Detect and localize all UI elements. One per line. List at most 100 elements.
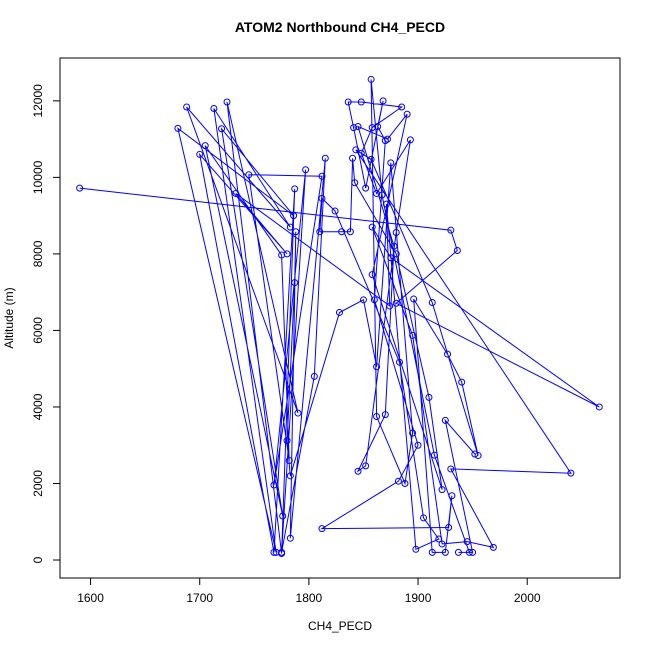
data-point xyxy=(447,465,455,473)
data-point xyxy=(344,98,352,106)
data-point xyxy=(409,429,417,437)
x-tick-label: 2000 xyxy=(514,591,541,605)
x-tick-label: 1700 xyxy=(186,591,213,605)
data-point xyxy=(283,437,291,445)
data-point xyxy=(354,122,362,130)
data-point xyxy=(362,184,370,192)
data-point xyxy=(368,223,376,231)
data-point xyxy=(401,479,409,487)
data-point xyxy=(174,124,182,132)
data-point xyxy=(394,477,402,485)
data-point xyxy=(438,540,446,548)
data-point xyxy=(403,110,411,118)
data-point xyxy=(270,548,278,556)
data-point xyxy=(352,146,360,154)
data-point xyxy=(349,154,357,162)
data-point xyxy=(321,154,329,162)
data-point xyxy=(279,512,287,520)
y-tick-label: 10000 xyxy=(31,160,45,194)
y-tick-label: 8000 xyxy=(31,240,45,267)
data-point xyxy=(368,271,376,279)
y-tick-label: 0 xyxy=(31,556,45,563)
data-point xyxy=(383,135,391,143)
data-point xyxy=(357,149,365,157)
x-tick-label: 1600 xyxy=(77,591,104,605)
x-tick-label: 1900 xyxy=(405,591,432,605)
data-point xyxy=(286,472,294,480)
data-point xyxy=(420,514,428,522)
data-point xyxy=(232,189,240,197)
data-point xyxy=(425,393,433,401)
data-point xyxy=(291,185,299,193)
y-tick-label: 12000 xyxy=(31,84,45,118)
data-point xyxy=(428,299,436,307)
data-point xyxy=(390,242,398,250)
data-point xyxy=(465,548,473,556)
data-point xyxy=(430,451,438,459)
data-point xyxy=(435,535,443,543)
data-point xyxy=(438,486,446,494)
data-point xyxy=(223,98,231,106)
data-point xyxy=(362,462,370,470)
data-point xyxy=(445,523,453,531)
data-point xyxy=(76,184,84,192)
data-line xyxy=(79,79,600,554)
data-point xyxy=(316,228,324,236)
x-axis-label: CH4_PECD xyxy=(308,619,372,633)
data-point xyxy=(370,296,378,304)
data-point xyxy=(406,136,414,144)
data-point xyxy=(350,124,358,132)
data-point xyxy=(294,409,302,417)
data-point xyxy=(357,98,365,106)
data-point xyxy=(447,226,455,234)
y-axis-label: Altitude (m) xyxy=(2,287,16,348)
data-point xyxy=(453,246,461,254)
data-point xyxy=(272,548,280,556)
data-point xyxy=(412,545,420,553)
data-point xyxy=(335,308,343,316)
data-point xyxy=(441,548,449,556)
data-point xyxy=(471,450,479,458)
data-point xyxy=(567,469,575,477)
y-tick-label: 2000 xyxy=(31,470,45,497)
data-point xyxy=(351,179,359,187)
data-point xyxy=(444,350,452,358)
x-tick-label: 1800 xyxy=(296,591,323,605)
data-point xyxy=(474,452,482,460)
data-point xyxy=(448,492,456,500)
data-point xyxy=(387,159,395,167)
data-point xyxy=(373,413,381,421)
data-point xyxy=(368,124,376,132)
data-point xyxy=(379,97,387,105)
chart-title: ATOM2 Northbound CH4_PECD xyxy=(235,19,445,35)
data-point xyxy=(331,207,339,215)
data-point xyxy=(392,299,400,307)
data-point xyxy=(387,254,395,262)
data-point xyxy=(318,194,326,202)
data-point xyxy=(183,103,191,111)
data-point xyxy=(458,378,466,386)
data-point xyxy=(392,250,400,258)
data-point xyxy=(210,105,218,113)
data-point xyxy=(278,548,286,556)
data-point xyxy=(359,296,367,304)
data-point xyxy=(291,279,299,287)
data-point xyxy=(414,441,422,449)
data-point xyxy=(469,548,477,556)
data-point xyxy=(292,228,300,236)
data-point xyxy=(392,228,400,236)
data-point xyxy=(410,295,418,303)
data-point xyxy=(441,416,449,424)
data-point xyxy=(245,171,253,179)
data-point xyxy=(409,331,417,339)
data-point xyxy=(270,481,278,489)
data-point xyxy=(286,534,294,542)
data-point xyxy=(395,358,403,366)
data-point xyxy=(310,372,318,380)
y-tick-label: 6000 xyxy=(31,317,45,344)
data-point xyxy=(278,251,286,259)
data-point xyxy=(201,142,209,150)
data-point xyxy=(285,457,293,465)
data-point xyxy=(428,548,436,556)
